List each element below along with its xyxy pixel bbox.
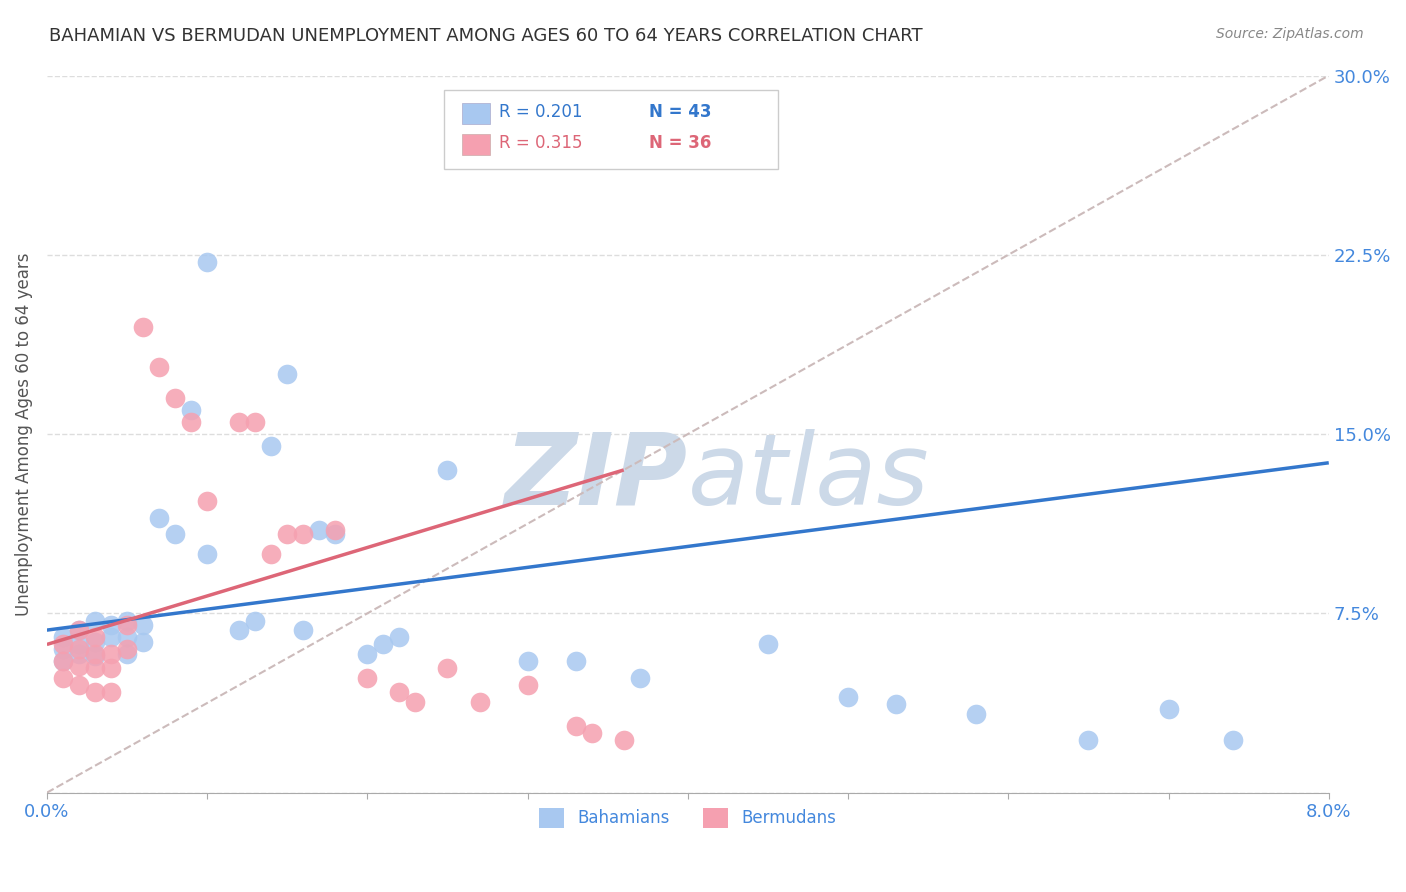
Point — [165, 527, 187, 541]
Point — [628, 671, 651, 685]
Point — [52, 654, 75, 668]
Point — [52, 642, 75, 657]
Point — [52, 654, 75, 668]
Point — [100, 630, 122, 644]
Point — [115, 618, 138, 632]
Point — [132, 635, 155, 649]
Point — [468, 695, 491, 709]
Text: atlas: atlas — [688, 429, 929, 525]
Text: R = 0.201: R = 0.201 — [499, 103, 583, 121]
Point — [356, 671, 378, 685]
Point — [564, 654, 586, 668]
FancyBboxPatch shape — [463, 134, 491, 155]
Point — [1157, 702, 1180, 716]
Point — [581, 726, 603, 740]
Point — [132, 618, 155, 632]
Point — [84, 614, 107, 628]
Point — [676, 145, 699, 159]
Point — [388, 685, 411, 699]
Point — [132, 319, 155, 334]
Y-axis label: Unemployment Among Ages 60 to 64 years: Unemployment Among Ages 60 to 64 years — [15, 252, 32, 615]
Point — [180, 415, 202, 429]
FancyBboxPatch shape — [463, 103, 491, 124]
Point — [84, 630, 107, 644]
Point — [67, 659, 90, 673]
Point — [84, 647, 107, 661]
Point — [276, 527, 298, 541]
Point — [404, 695, 426, 709]
Point — [195, 494, 218, 508]
Point — [323, 523, 346, 537]
Point — [165, 391, 187, 405]
Text: N = 43: N = 43 — [650, 103, 711, 121]
Point — [228, 415, 250, 429]
Point — [564, 719, 586, 733]
Point — [115, 647, 138, 661]
Point — [373, 637, 395, 651]
Point — [195, 255, 218, 269]
Text: R = 0.315: R = 0.315 — [499, 134, 583, 152]
Point — [228, 623, 250, 637]
Point — [84, 685, 107, 699]
Point — [884, 697, 907, 711]
Point — [52, 637, 75, 651]
Point — [292, 527, 315, 541]
Point — [756, 637, 779, 651]
Point — [965, 706, 987, 721]
Point — [1077, 733, 1099, 747]
Point — [52, 671, 75, 685]
Point — [100, 618, 122, 632]
Point — [67, 678, 90, 692]
Point — [67, 642, 90, 657]
Point — [115, 614, 138, 628]
Point — [516, 678, 538, 692]
FancyBboxPatch shape — [444, 90, 778, 169]
Point — [148, 360, 170, 375]
Text: N = 36: N = 36 — [650, 134, 711, 152]
Point — [613, 733, 636, 747]
Point — [67, 623, 90, 637]
Point — [388, 630, 411, 644]
Point — [100, 661, 122, 675]
Point — [356, 647, 378, 661]
Point — [436, 661, 458, 675]
Point — [67, 647, 90, 661]
Point — [84, 635, 107, 649]
Point — [308, 523, 330, 537]
Text: Source: ZipAtlas.com: Source: ZipAtlas.com — [1216, 27, 1364, 41]
Point — [100, 647, 122, 661]
Point — [245, 614, 267, 628]
Point — [84, 661, 107, 675]
Text: ZIP: ZIP — [505, 429, 688, 525]
Point — [323, 527, 346, 541]
Point — [67, 637, 90, 651]
Text: BAHAMIAN VS BERMUDAN UNEMPLOYMENT AMONG AGES 60 TO 64 YEARS CORRELATION CHART: BAHAMIAN VS BERMUDAN UNEMPLOYMENT AMONG … — [49, 27, 922, 45]
Point — [115, 630, 138, 644]
Point — [115, 642, 138, 657]
Point — [1222, 733, 1244, 747]
Point — [180, 403, 202, 417]
Point — [436, 463, 458, 477]
Point — [260, 547, 283, 561]
Point — [292, 623, 315, 637]
Point — [245, 415, 267, 429]
Point — [148, 510, 170, 524]
Point — [260, 439, 283, 453]
Legend: Bahamians, Bermudans: Bahamians, Bermudans — [533, 801, 844, 835]
Point — [100, 685, 122, 699]
Point — [67, 623, 90, 637]
Point — [516, 654, 538, 668]
Point — [84, 649, 107, 664]
Point — [195, 547, 218, 561]
Point — [276, 368, 298, 382]
Point — [52, 630, 75, 644]
Point — [837, 690, 859, 704]
